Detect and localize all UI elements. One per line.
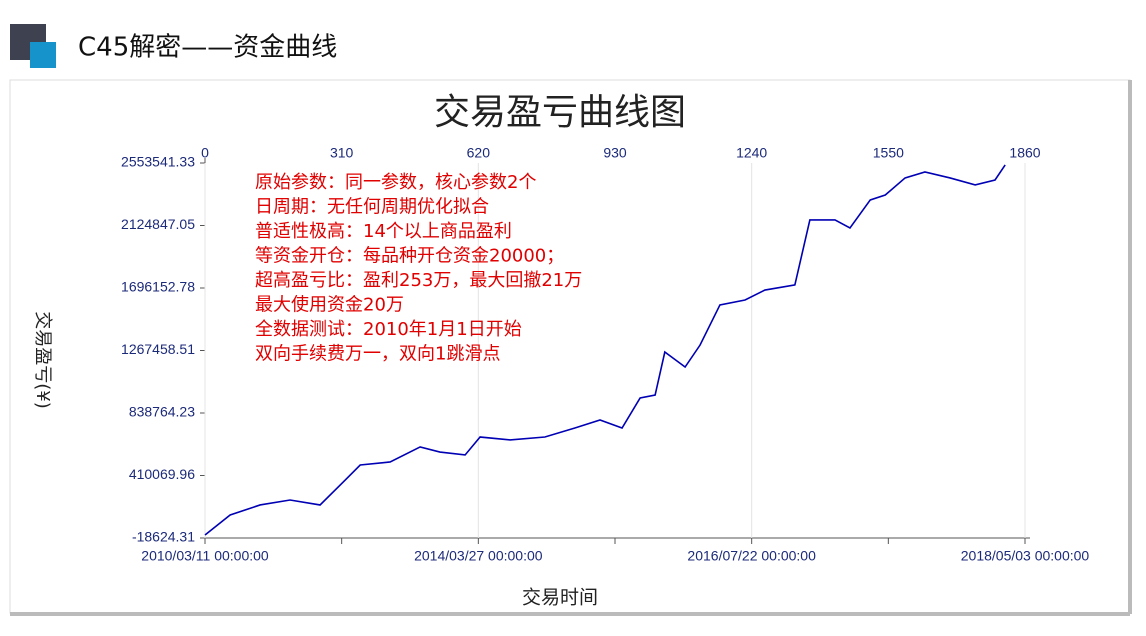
header-icon-accent xyxy=(30,42,56,68)
annotation: 双向手续费万一，双向1跳滑点 xyxy=(255,344,500,365)
annotation: 日周期：无任何周期优化拟合 xyxy=(255,197,489,218)
x-top-tick-label: 930 xyxy=(603,145,627,161)
y-tick-label: -18624.31 xyxy=(132,529,195,545)
chart-frame xyxy=(9,79,1131,614)
x-top-tick-label: 0 xyxy=(201,145,209,161)
chart-title: 交易盈亏曲线图 xyxy=(434,92,686,133)
header-title: C45解密——资金曲线 xyxy=(78,33,337,63)
x-axis-label: 交易时间 xyxy=(522,587,598,609)
annotation: 等资金开仓：每品种开仓资金20000； xyxy=(255,246,564,267)
annotation: 超高盈亏比：盈利253万，最大回撤21万 xyxy=(255,270,582,291)
y-tick-label: 1267458.51 xyxy=(121,341,195,357)
y-tick-label: 838764.23 xyxy=(129,404,195,420)
annotation: 全数据测试：2010年1月1日开始 xyxy=(255,319,522,340)
y-tick-label: 410069.96 xyxy=(129,466,195,482)
y-axis-label: 交易盈亏(¥) xyxy=(32,311,53,409)
x-date-tick-label: 2018/05/03 00:00:00 xyxy=(961,548,1090,564)
x-top-tick-label: 310 xyxy=(330,145,354,161)
x-date-tick-label: 2010/03/11 00:00:00 xyxy=(141,548,269,564)
annotation: 普适性极高：14个以上商品盈利 xyxy=(255,221,512,242)
y-tick-label: 2553541.33 xyxy=(121,154,195,170)
annotation: 原始参数：同一参数，核心参数2个 xyxy=(255,172,536,193)
x-date-tick-label: 2016/07/22 00:00:00 xyxy=(687,548,816,564)
x-top-tick-label: 1550 xyxy=(873,145,904,161)
x-top-tick-label: 620 xyxy=(467,145,491,161)
equity-line xyxy=(204,164,1006,536)
x-date-tick-label: 2014/03/27 00:00:00 xyxy=(414,548,543,564)
y-tick-label: 1696152.78 xyxy=(121,279,195,295)
x-top-tick-label: 1240 xyxy=(736,145,767,161)
x-top-tick-label: 1860 xyxy=(1009,145,1040,161)
annotation: 最大使用资金20万 xyxy=(255,295,404,316)
y-tick-label: 2124847.05 xyxy=(121,216,195,232)
